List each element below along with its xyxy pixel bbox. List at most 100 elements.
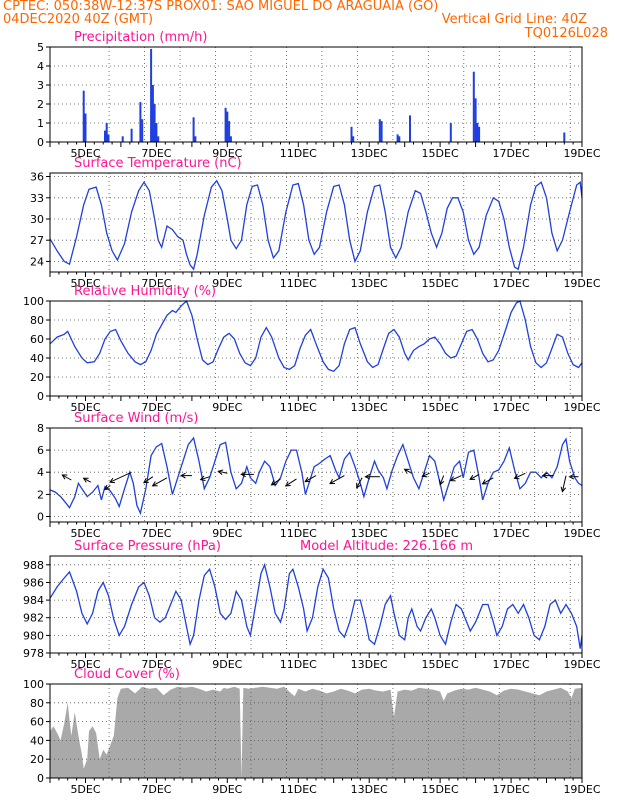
wind-arrow-head-10 [270,480,277,486]
rh-xtick-label-1: 7DEC [141,401,171,414]
wind-arrow-17 [422,472,430,477]
pres-ytick-label-2: 982 [23,612,44,625]
wind-arrow-7 [200,476,210,481]
pres-frame [49,555,583,654]
wind-xtick-label-3: 11DEC [280,527,317,540]
pres-xtick-label-4: 13DEC [351,658,388,671]
pres-ytick-label-1: 980 [23,629,44,642]
header-location: CPTEC: 050:38W-12:37S PROX01: SAO MIGUEL… [3,0,439,14]
wind-arrow-head-19 [449,476,456,482]
rh-ytick-label-2: 40 [30,352,44,365]
temp-ytick-label-4: 36 [30,171,44,184]
pres-xtick-label-7: 19DEC [563,658,600,671]
wind-arrow-4 [143,476,154,484]
precip-bar-26 [409,115,411,142]
wind-arrow-head-6 [180,472,186,479]
wind-line [49,436,583,516]
temp-xtick-label-0: 5DEC [70,277,100,290]
rh-xtick-label-3: 11DEC [280,401,317,414]
wind-ytick-label-3: 6 [37,444,44,457]
wind-arrow-head-5 [151,481,158,487]
pres-title: Surface Pressure (hPa) [74,539,221,554]
precip-bar-30 [476,123,479,142]
wind-arrow-head-17 [421,472,428,478]
precip-bar-0 [82,90,85,142]
wind-arrow-24 [561,475,567,492]
wind-arrow-head-12 [304,477,311,483]
pres-xtick-label-6: 17DEC [493,658,530,671]
wind-arrow-19 [450,475,462,482]
pres-ytick-label-4: 986 [23,577,44,590]
rh-xtick-label-4: 13DEC [351,401,388,414]
rh-ytick-label-3: 60 [30,333,44,346]
wind-xtick-label-7: 19DEC [563,527,600,540]
temp-xtick-label-1: 7DEC [141,277,171,290]
wind-xtick-label-1: 7DEC [141,527,171,540]
precip-bar-10 [151,85,154,142]
precip-bar-13 [157,136,160,142]
cloud-area [50,686,582,778]
cloud-xtick-label-4: 13DEC [351,783,388,796]
precip-xtick-label-5: 15DEC [422,147,459,160]
rh-ytick-label-0: 0 [37,390,44,403]
wind-arrow-3 [109,471,132,483]
pres-ytick-label-0: 978 [23,647,44,660]
cloud-xtick-label-0: 5DEC [70,783,100,796]
wind-xtick-label-5: 15DEC [422,527,459,540]
precip-panel: Precipitation (mm/h) 0 1 2 3 4 5 5DEC 7DEC 9DEC 11… [37,30,601,160]
temp-title: Surface Temperature (nC) [74,156,242,171]
precip-bar-28 [472,71,475,142]
cloud-title: Cloud Cover (%) [74,667,180,682]
wind-arrow-5 [152,477,168,487]
precip-ytick-label-5: 5 [37,41,44,54]
rh-ytick-label-5: 100 [23,295,44,308]
precip-xtick-label-0: 5DEC [70,147,100,160]
wind-arrow-2 [104,485,111,490]
cloud-ytick-label-3: 60 [30,716,44,729]
precip-bar-1 [84,113,87,142]
precip-bar-31 [478,126,481,142]
precip-bar-27 [449,123,452,142]
wind-title: Surface Wind (m/s) [74,411,198,426]
wind-xtick-label-6: 17DEC [493,527,530,540]
wind-arrow-head-4 [143,477,149,484]
precip-bar-6 [130,128,133,142]
wind-arrow-18 [439,475,445,485]
rh-xtick-label-5: 15DEC [422,401,459,414]
precip-ytick-label-1: 1 [37,117,44,130]
wind-arrow-13 [329,475,345,485]
wind-arrow-head-9 [240,471,246,478]
wind-arrow-1 [83,477,92,483]
precip-bar-15 [194,136,197,142]
cloud-ytick-label-5: 100 [23,678,44,691]
precip-ytick-label-0: 0 [37,136,44,149]
precip-frame [49,46,583,143]
rh-line [49,299,583,373]
precip-bar-12 [155,123,158,142]
wind-arrow-head-22 [513,474,520,480]
precip-xtick-label-6: 17DEC [493,147,530,160]
wind-arrow-20 [469,473,480,480]
wind-arrow-14 [356,477,363,489]
wind-arrow-head-24 [560,486,567,493]
wind-arrow-12 [304,475,317,483]
precip-ytick-label-4: 4 [37,60,44,73]
wind-arrow-head-11 [284,481,291,487]
cloud-panel: Cloud Cover (%) 0 20 40 60 80 100 5DEC 7DEC 9DEC 1… [23,667,601,796]
precip-bar-14 [192,117,195,142]
wind-frame [49,427,583,523]
wind-arrow-head-13 [329,479,336,485]
temp-ytick-label-3: 33 [30,192,44,205]
temp-xtick-label-3: 11DEC [280,277,317,290]
pres-xtick-label-3: 11DEC [280,658,317,671]
wind-arrow-16 [404,468,413,474]
cloud-xtick-label-1: 7DEC [141,783,171,796]
precip-bar-29 [474,98,477,142]
precip-bar-17 [226,111,229,142]
rh-ytick-label-1: 20 [30,371,44,384]
temp-xtick-label-6: 17DEC [493,277,530,290]
rh-xtick-label-7: 19DEC [563,401,600,414]
pres-xtick-label-5: 15DEC [422,658,459,671]
cloud-xtick-label-3: 11DEC [280,783,317,796]
wind-arrow-head-8 [217,469,224,475]
